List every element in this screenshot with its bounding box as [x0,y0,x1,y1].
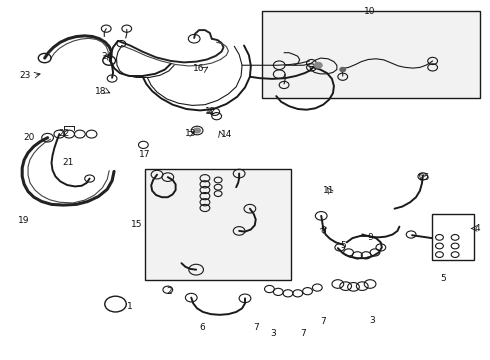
Text: 14: 14 [220,130,232,139]
Text: 4: 4 [475,224,480,233]
Text: 20: 20 [24,133,35,142]
Text: 17: 17 [139,150,150,159]
Text: 3: 3 [369,316,375,325]
Text: 7: 7 [320,317,326,326]
Circle shape [315,62,322,68]
Text: 11: 11 [323,185,335,194]
Text: 15: 15 [131,220,143,229]
Circle shape [194,128,200,133]
Text: 21: 21 [62,158,74,167]
Text: 5: 5 [441,274,446,283]
Text: 2: 2 [167,287,172,296]
Text: 6: 6 [199,323,205,332]
Text: 25: 25 [418,173,430,182]
Text: 7: 7 [300,329,306,338]
Text: 1: 1 [127,302,133,311]
Circle shape [340,67,345,72]
Text: 22: 22 [59,129,70,138]
Text: 19: 19 [19,216,30,225]
Circle shape [109,299,122,309]
Text: 5: 5 [340,241,345,250]
Text: 13: 13 [185,129,196,138]
Text: 9: 9 [367,233,373,242]
Text: 16: 16 [194,64,205,73]
Bar [145,169,292,280]
Text: 24: 24 [101,52,113,61]
Text: 23: 23 [20,71,31,80]
Text: 8: 8 [320,226,326,235]
Text: 18: 18 [95,86,107,95]
Bar [262,12,480,98]
Text: 7: 7 [253,323,259,332]
Text: 3: 3 [270,329,276,338]
Text: 10: 10 [365,7,376,16]
Text: 12: 12 [205,107,217,116]
Bar [432,215,474,260]
